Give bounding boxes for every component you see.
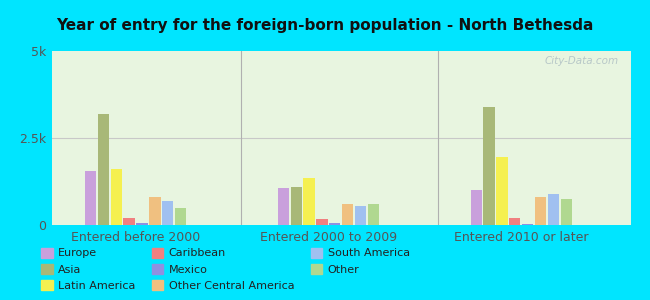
Bar (484, 107, 495, 225)
Bar (162, 201, 174, 225)
Bar (497, 157, 508, 225)
Bar (136, 223, 148, 225)
Bar (329, 223, 341, 225)
Bar (560, 199, 572, 225)
Bar (535, 197, 546, 225)
Text: City-Data.com: City-Data.com (545, 56, 619, 66)
Bar (509, 218, 521, 225)
Bar (342, 204, 354, 225)
Bar (175, 208, 186, 225)
Bar (522, 224, 533, 225)
Bar (150, 197, 161, 225)
Bar (124, 218, 135, 225)
Bar (355, 206, 366, 225)
Bar (85, 171, 96, 225)
Bar (548, 194, 559, 225)
Text: Year of entry for the foreign-born population - North Bethesda: Year of entry for the foreign-born popul… (57, 18, 593, 33)
Legend: Europe, Asia, Latin America, Caribbean, Mexico, Other Central America, South Ame: Europe, Asia, Latin America, Caribbean, … (38, 244, 413, 294)
Bar (471, 190, 482, 225)
Bar (317, 219, 328, 225)
Bar (98, 114, 109, 225)
Bar (111, 169, 122, 225)
Bar (291, 187, 302, 225)
Bar (304, 178, 315, 225)
Bar (368, 204, 379, 225)
Bar (278, 188, 289, 225)
